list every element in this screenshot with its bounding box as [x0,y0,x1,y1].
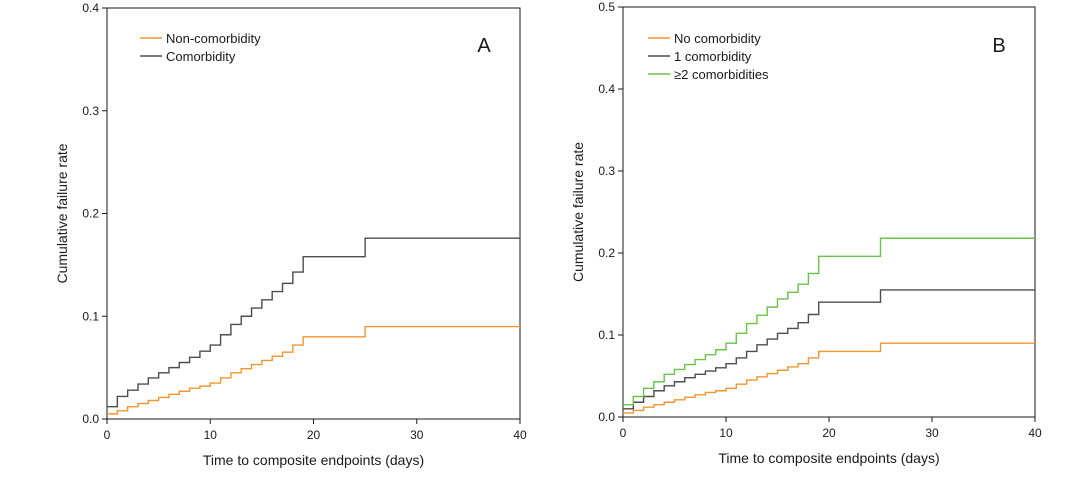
panel-label: B [992,35,1005,57]
legend-label: ≥2 comorbidities [674,67,769,82]
x-tick-label: 10 [204,428,218,442]
series-line-1 [107,325,520,415]
legend-label: Non-comorbidity [166,31,261,46]
y-tick-label: 0.0 [598,410,615,424]
chart-panel-a: 0.0 0.1 0.2 0.3 0.4 0 10 20 30 40 Time to composit… [54,1,527,468]
chart-panel-b: 0.0 0.1 0.2 0.3 0.4 0.5 0 10 20 30 40 Time to compo… [570,0,1042,466]
y-tick-label: 0.4 [82,1,99,15]
y-tick-label: 0.3 [82,104,99,118]
x-axis-title: Time to composite endpoints (days) [203,452,424,468]
x-axis-title: Time to composite endpoints (days) [718,450,939,466]
x-tick-label: 30 [925,426,939,440]
series-line-3 [623,237,1035,406]
y-tick-label: 0.4 [598,82,615,96]
y-axis-title: Cumulative failure rate [570,142,586,282]
x-tick-label: 0 [620,426,627,440]
y-axis-title: Cumulative failure rate [54,143,70,283]
panel-label: A [477,35,491,57]
series-line-1 [623,342,1035,414]
x-tick-label: 40 [1028,426,1042,440]
series-line-2 [623,289,1035,410]
series-line-2 [107,237,520,408]
legend-label: No comorbidity [674,31,761,46]
x-tick-label: 20 [307,428,321,442]
y-tick-label: 0.0 [82,412,99,426]
legend-label: Comorbidity [166,49,236,64]
y-tick-label: 0.1 [598,328,615,342]
x-tick-label: 20 [822,426,836,440]
y-tick-label: 0.2 [598,246,615,260]
x-tick-label: 0 [104,428,111,442]
y-tick-label: 0.2 [82,207,99,221]
plot-frame [106,7,521,420]
y-tick-label: 0.3 [598,164,615,178]
y-tick-label: 0.1 [82,309,99,323]
x-tick-label: 10 [719,426,733,440]
legend-label: 1 comorbidity [674,49,752,64]
x-tick-label: 30 [410,428,424,442]
y-tick-label: 0.5 [598,0,615,14]
x-tick-label: 40 [513,428,527,442]
